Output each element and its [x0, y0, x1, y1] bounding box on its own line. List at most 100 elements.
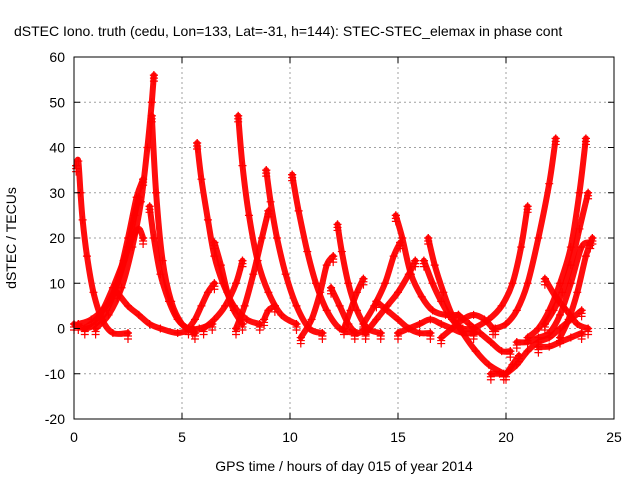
series-line	[470, 203, 531, 332]
data-point	[588, 240, 597, 248]
series-line	[148, 112, 198, 336]
data-point	[234, 117, 243, 126]
data-point	[281, 270, 290, 279]
data-point	[584, 330, 593, 339]
y-tick-label: 40	[49, 140, 65, 156]
chart-title: dSTEC Iono. truth (cedu, Lon=133, Lat=-3…	[14, 23, 562, 39]
series-arc24	[361, 256, 420, 344]
data-point	[322, 261, 331, 270]
data-point	[91, 330, 100, 339]
data-point	[145, 319, 154, 328]
data-point	[152, 188, 161, 197]
data-point	[458, 324, 467, 333]
data-point	[497, 301, 506, 310]
data-point	[149, 77, 158, 86]
data-point	[232, 330, 240, 339]
data-point	[156, 324, 165, 333]
data-point	[454, 316, 463, 325]
data-point	[417, 292, 426, 301]
data-point	[167, 297, 176, 306]
data-point	[74, 325, 83, 334]
series-arc23	[359, 238, 405, 334]
data-point	[551, 140, 560, 149]
data-point	[508, 279, 517, 288]
data-point	[190, 335, 199, 344]
data-point	[296, 339, 305, 348]
data-point	[581, 140, 590, 149]
data-point	[437, 339, 446, 348]
data-point	[512, 344, 521, 353]
data-point	[210, 285, 219, 294]
data-point	[575, 188, 584, 197]
data-point	[178, 319, 186, 328]
data-point	[350, 335, 359, 344]
series-arc36	[523, 134, 590, 348]
data-point	[344, 279, 353, 288]
data-point	[394, 315, 402, 324]
data-point	[566, 261, 575, 270]
data-point	[523, 347, 532, 356]
series-line	[425, 235, 507, 377]
series-arc8	[113, 288, 197, 339]
data-point	[262, 172, 271, 181]
x-axis-label: GPS time / hours of day 015 of year 2014	[215, 458, 473, 474]
data-point	[229, 306, 238, 315]
data-point	[128, 243, 137, 252]
data-point	[210, 244, 219, 253]
y-tick-label: 50	[49, 94, 65, 110]
data-point	[394, 335, 402, 344]
data-point	[419, 262, 428, 271]
data-point	[184, 330, 193, 339]
series-line	[92, 72, 157, 332]
data-point	[124, 301, 132, 310]
data-point	[549, 306, 558, 315]
data-point	[327, 289, 336, 298]
data-point	[359, 280, 368, 289]
data-point	[573, 288, 582, 297]
data-point	[381, 279, 390, 288]
series-arc5	[91, 71, 158, 339]
series-line	[362, 257, 419, 336]
data-point	[277, 310, 286, 319]
data-point	[335, 301, 344, 310]
data-point	[203, 215, 212, 224]
data-point	[484, 360, 493, 369]
data-point	[577, 335, 586, 344]
data-point	[238, 161, 247, 170]
data-point	[266, 197, 275, 206]
data-point	[108, 329, 117, 338]
data-point	[173, 329, 182, 338]
series-arc12	[199, 256, 247, 339]
data-point	[486, 338, 495, 347]
x-tick-label: 10	[282, 429, 298, 445]
x-tick-label: 25	[606, 429, 622, 445]
series-arc30	[454, 310, 515, 362]
data-point	[143, 143, 152, 152]
data-point	[361, 335, 370, 344]
x-tick-label: 15	[390, 429, 406, 445]
data-point	[333, 226, 342, 235]
data-point	[89, 288, 98, 297]
data-point	[216, 261, 225, 270]
data-point	[134, 310, 143, 319]
data-point	[244, 211, 253, 220]
data-point	[486, 375, 495, 384]
data-point	[430, 261, 439, 270]
data-point	[74, 157, 83, 166]
data-point	[512, 360, 521, 369]
data-point	[147, 117, 156, 126]
data-point	[502, 319, 510, 328]
series-arc7	[147, 111, 199, 344]
data-point	[292, 301, 301, 310]
x-tick-label: 5	[178, 429, 186, 445]
data-point	[545, 342, 554, 351]
data-point	[113, 294, 122, 303]
data-point	[145, 208, 154, 217]
y-tick-label: 60	[49, 49, 65, 65]
data-point	[292, 325, 301, 334]
data-point	[242, 315, 251, 324]
data-point	[240, 301, 249, 310]
y-axis-label: dSTEC / TECUs	[3, 187, 19, 289]
data-point	[108, 283, 117, 292]
data-point	[391, 217, 400, 226]
